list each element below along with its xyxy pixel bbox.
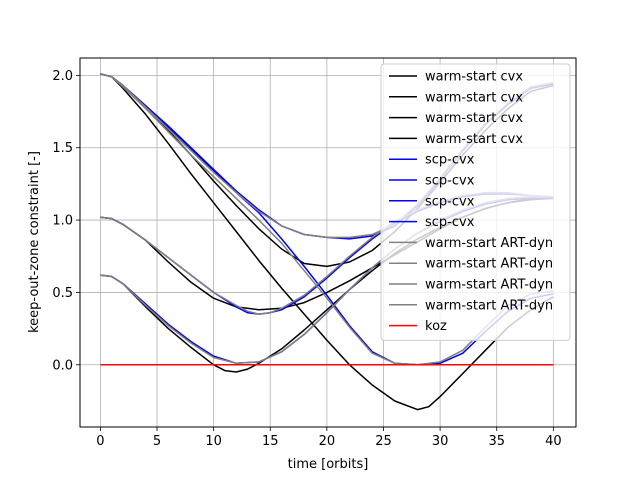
x-tick-label: 35 [488, 434, 505, 449]
x-tick-label: 30 [432, 434, 449, 449]
x-tick-label: 20 [319, 434, 336, 449]
legend-label: warm-start ART-dyn [425, 257, 553, 272]
legend-label: warm-start cvx [425, 90, 523, 105]
legend-label: warm-start cvx [425, 111, 523, 126]
legend-label: warm-start ART-dyn [425, 278, 553, 293]
y-axis-label: keep-out-zone constraint [-] [27, 151, 42, 333]
plot-frame [79, 57, 577, 428]
y-tick-label: 0.5 [52, 286, 73, 301]
y-tick-label: 1.0 [52, 214, 73, 229]
legend-label: warm-start ART-dyn [425, 236, 553, 251]
x-tick-label: 40 [545, 434, 562, 449]
legend-label: warm-start cvx [425, 70, 523, 85]
y-tick-label: 1.5 [52, 141, 73, 156]
x-axis-label: time [orbits] [288, 457, 369, 472]
series-line-scp-cvx [100, 73, 554, 366]
legend-label: warm-start ART-dyn [425, 298, 553, 313]
x-tick-label: 5 [153, 434, 161, 449]
x-tick-label: 0 [96, 434, 104, 449]
x-tick-label: 25 [375, 434, 392, 449]
legend-box [380, 63, 571, 341]
y-tick-label: 2.0 [52, 69, 73, 84]
y-tick-label: 0.0 [52, 358, 73, 373]
legend-label: warm-start cvx [425, 132, 523, 147]
legend: warm-start cvx warm-start cvx warm-start c… [380, 63, 571, 341]
legend-label: scp-cvx [425, 153, 475, 168]
legend-label: scp-cvx [425, 174, 475, 189]
tick-layer: 0 5 10 15 20 25 30 35 40 0.0 0.5 1.0 1.5 2.0 [52, 69, 561, 449]
x-tick-label: 10 [205, 434, 222, 449]
x-tick-label: 15 [262, 434, 279, 449]
series-line-warm-start-cvx [100, 73, 554, 411]
legend-label: scp-cvx [425, 215, 475, 230]
legend-label: scp-cvx [425, 194, 475, 209]
legend-label: koz [425, 319, 447, 334]
